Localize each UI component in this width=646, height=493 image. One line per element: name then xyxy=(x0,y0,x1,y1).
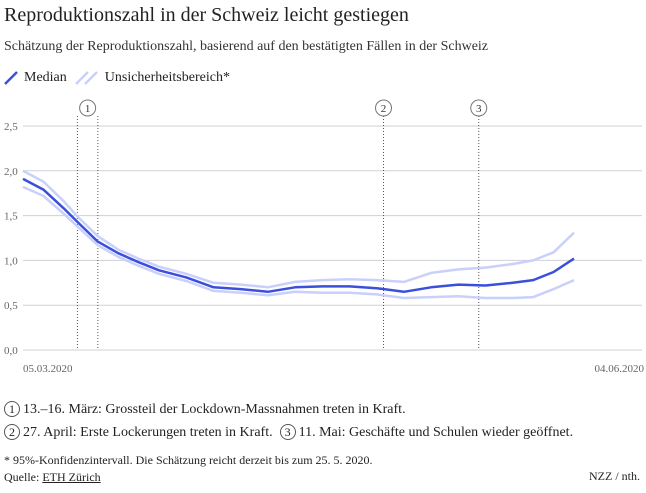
annotation-label: 1 xyxy=(85,103,91,115)
source-link[interactable]: ETH Zürich xyxy=(42,470,101,484)
footnote-block: * 95%-Konfidenzintervall. Die Schätzung … xyxy=(4,452,373,486)
chart-subtitle: Schätzung der Reproduktionszahl, basiere… xyxy=(4,39,489,54)
legend-band-label: Unsicherheitsbereich* xyxy=(104,70,230,85)
annotation-marker-icon xyxy=(79,99,97,117)
note-text: 27. April: Erste Lockerungen treten in K… xyxy=(23,425,273,440)
note-number: 1 xyxy=(4,401,20,417)
y-tick-label: 1,5 xyxy=(4,211,18,223)
y-tick-label: 2,5 xyxy=(4,121,18,133)
note-number: 2 xyxy=(4,424,20,440)
legend-median-label: Median xyxy=(24,70,67,85)
annotation-label: 2 xyxy=(381,103,387,115)
annotation-marker-icon xyxy=(470,99,488,117)
y-tick-label: 0,0 xyxy=(4,345,18,357)
chart-area: 0,0 0,5 1,0 1,5 2,0 2,5 05.03.2020 04.06.2020 1 2… xyxy=(4,99,645,375)
note-number: 3 xyxy=(279,424,296,440)
median-swatch-icon xyxy=(4,71,18,85)
band-swatch-icon xyxy=(74,71,98,85)
x-tick-label: 05.03.2020 xyxy=(23,363,73,375)
source-label: Quelle: xyxy=(4,470,43,484)
uncertainty-bound-line xyxy=(22,185,575,300)
y-tick-label: 0,5 xyxy=(4,300,18,312)
footnote: * 95%-Konfidenzintervall. Die Schätzung … xyxy=(4,453,373,467)
y-tick-label: 2,0 xyxy=(4,166,18,178)
annotation-marker-icon xyxy=(375,99,393,117)
note-2-3: 2 27. April: Erste Lockerungen treten in … xyxy=(4,421,573,444)
annotation-label: 3 xyxy=(476,103,482,115)
uncertainty-bound-line xyxy=(22,169,575,289)
legend-band: Unsicherheitsbereich* xyxy=(74,70,230,86)
median-line xyxy=(22,177,575,294)
note-text: 11. Mai: Geschäfte und Schulen wieder ge… xyxy=(298,425,574,440)
note-text: 13.–16. März: Grossteil der Lockdown-Mas… xyxy=(23,402,406,417)
chart-title: Reproduktionszahl in der Schweiz leicht … xyxy=(4,4,409,26)
x-tick-label: 04.06.2020 xyxy=(595,363,645,375)
annotation-notes: 1 13.–16. März: Grossteil der Lockdown-Ma… xyxy=(4,398,573,444)
legend-median: Median xyxy=(4,70,67,86)
source: Quelle: ETH Zürich xyxy=(4,469,373,486)
credit: NZZ / nth. xyxy=(589,469,640,483)
y-tick-label: 1,0 xyxy=(4,255,18,267)
note-1: 1 13.–16. März: Grossteil der Lockdown-Ma… xyxy=(4,398,573,421)
legend: Median Unsicherheitsbereich* xyxy=(4,70,230,86)
